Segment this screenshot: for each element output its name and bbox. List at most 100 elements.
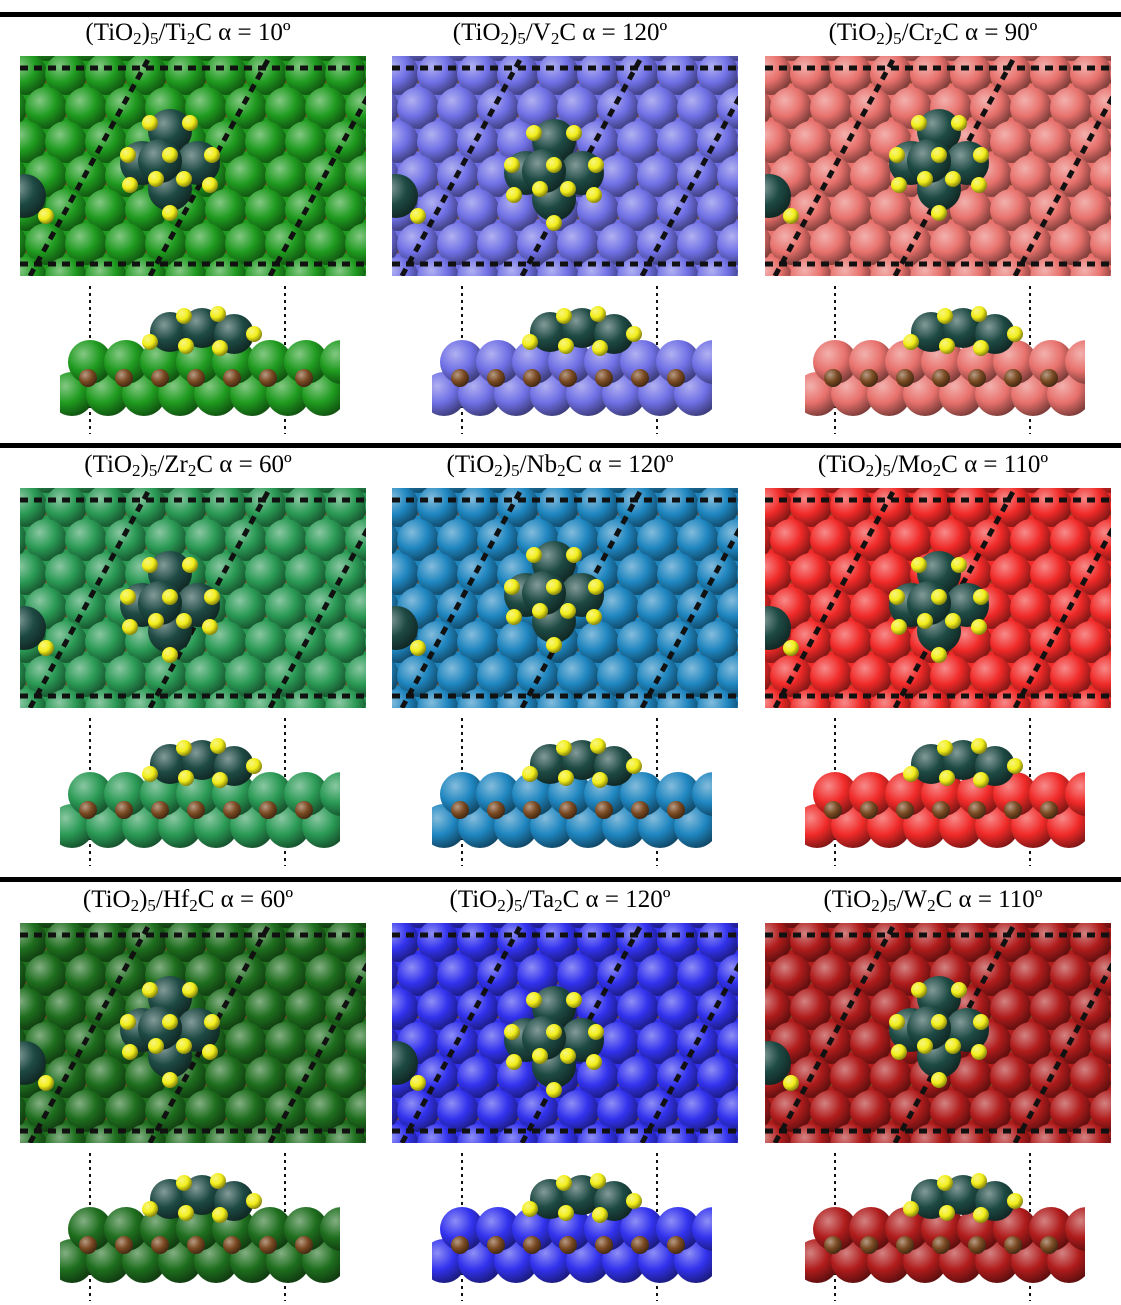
metal-atom [810,223,852,265]
metal-atom [810,519,852,561]
metal-atom [849,340,893,384]
top-view-svg [765,56,1111,276]
metal-atom [1110,135,1111,149]
oxygen-atom [148,613,164,629]
metal-atom [1090,954,1111,996]
metal-atom [617,1056,659,1098]
oxygen-atom [526,547,542,563]
oxygen-atom [939,338,955,354]
metal-atom [597,155,639,197]
oxygen-atom [162,205,178,221]
label-part-mid: ) [140,451,149,478]
label-part-sub1: 2 [131,461,141,480]
metal-atom [850,223,892,265]
metal-atom [392,121,419,163]
carbon-atom [223,1236,241,1254]
metal-atom [890,519,932,561]
oxygen-atom [971,619,987,635]
metal-atom [225,155,267,197]
oxygen-atom [558,770,574,786]
oxygen-atom [122,619,138,635]
side-view-svg [60,718,340,866]
carbon-atom [451,801,469,819]
metal-atom [345,954,366,996]
carbon-atom [559,369,577,387]
metal-atom [397,87,439,129]
metal-atom [325,121,366,163]
oxygen-atom [120,147,136,163]
metal-atom [85,621,127,663]
metal-atom [68,340,112,384]
oxygen-atom [546,157,562,173]
oxygen-atom [971,738,987,754]
metal-atom [437,1090,479,1132]
metal-atom [497,621,539,663]
metal-atom [677,1090,719,1132]
metal-atom [1090,655,1111,697]
panel-w2c: (TiO2)5/W2C α = 110º [745,885,1121,1305]
oxygen-atom [210,738,226,754]
metal-atom [765,660,772,692]
metal-atom [248,772,292,816]
metal-atom [737,1070,738,1084]
metal-atom [248,1207,292,1251]
oxygen-atom [506,609,522,625]
metal-atom [1110,567,1111,581]
metal-atom [656,1207,700,1251]
metal-atom [717,519,738,561]
side-view [60,286,340,434]
metal-atom [1050,1090,1092,1132]
side-view [60,718,340,866]
metal-atom [65,519,107,561]
carbon-atom [259,369,277,387]
metal-atom [717,655,738,697]
carbon-atom [1004,369,1022,387]
oxygen-atom [566,547,582,563]
metal-atom [325,1056,366,1098]
oxygen-atom [182,982,198,998]
metal-atom [345,519,366,561]
metal-atom [365,703,366,708]
oxygen-atom [971,1173,987,1189]
oxygen-atom [556,740,572,756]
oxygen-atom [212,340,228,356]
metal-atom [65,87,107,129]
metal-atom [68,772,112,816]
metal-atom [850,155,892,197]
oxygen-atom [973,589,989,605]
metal-atom [677,87,719,129]
separator-top [0,12,1121,17]
metal-atom [1090,155,1111,197]
titanium-atom [765,606,791,650]
oxygen-atom [1007,326,1023,342]
panel-label: (TiO2)5/W2C α = 110º [745,885,1121,915]
metal-atom [477,1090,519,1132]
side-view [805,1153,1085,1301]
metal-atom [1030,553,1072,595]
oxygen-atom [971,1044,987,1060]
top-view-svg [20,923,366,1143]
metal-atom [677,655,719,697]
oxygen-atom [931,589,947,605]
carbon-atom [115,1236,133,1254]
top-view [392,923,738,1143]
oxygen-atom [210,306,226,322]
oxygen-atom [410,208,426,224]
oxygen-atom [176,1175,192,1191]
label-part-sub1: 2 [876,29,885,48]
carbon-atom [860,369,878,387]
carbon-atom [115,369,133,387]
metal-atom [765,959,772,991]
metal-atom [320,772,340,816]
metal-atom [392,959,399,991]
metal-atom [392,553,419,595]
metal-atom [548,340,592,384]
metal-atom [105,655,147,697]
metal-atom [970,519,1012,561]
oxygen-atom [973,147,989,163]
metal-atom [285,553,327,595]
oxygen-atom [903,334,919,350]
carbon-atom [1040,1236,1058,1254]
label-part-metal: /Cr [901,19,934,46]
metal-atom [105,223,147,265]
